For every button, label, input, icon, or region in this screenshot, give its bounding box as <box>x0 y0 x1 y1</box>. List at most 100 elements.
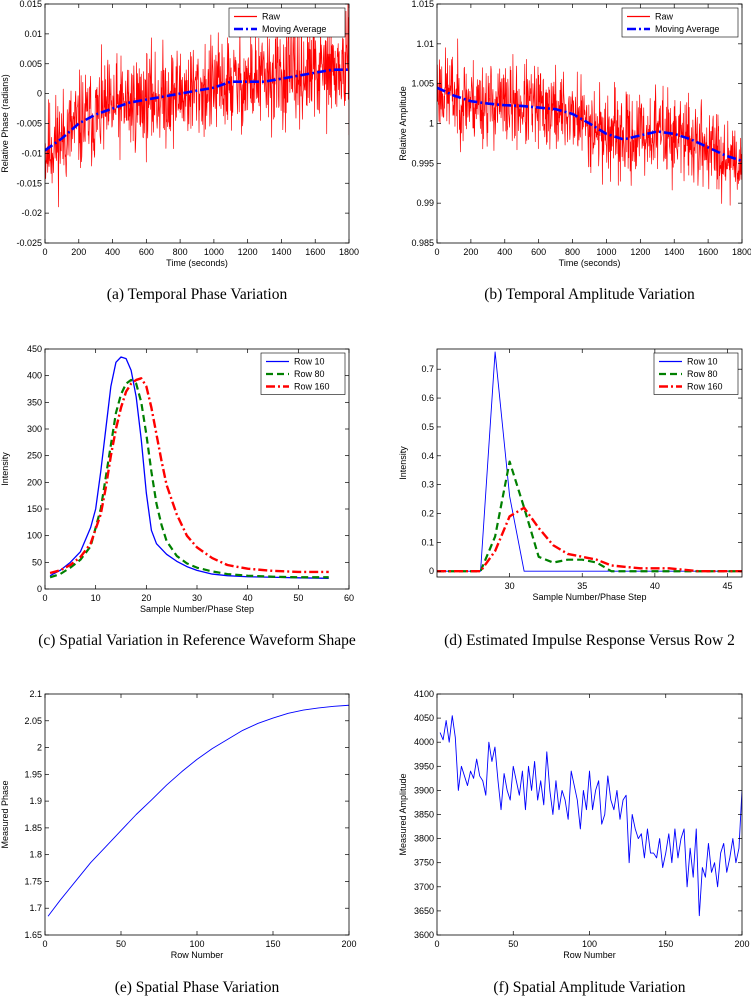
y-tick-label: 0.995 <box>411 158 434 168</box>
legend-label: Raw <box>262 12 281 22</box>
y-tick-label: 3750 <box>414 858 434 868</box>
series-group <box>437 351 742 573</box>
x-tick-label: 10 <box>91 593 101 603</box>
series-line-row-160 <box>49 377 329 575</box>
x-tick-label: 60 <box>344 593 354 603</box>
y-tick-label: 3700 <box>414 882 434 892</box>
chart-c: 0 10 20 30 40 50 60 0 50 100 150 200 250 300 350 400 450… <box>0 344 356 649</box>
legend: Row 10 Row 80 Row 160 <box>260 352 346 395</box>
series-group <box>45 4 349 208</box>
y-tick-label: 3850 <box>414 810 434 820</box>
legend-label: Moving Average <box>262 24 326 34</box>
axes-frame <box>44 3 350 244</box>
y-axis-label: Intensity <box>398 446 408 480</box>
series-group <box>439 715 742 917</box>
caption: (a) Temporal Phase Variation <box>107 286 288 303</box>
x-tick-label: 0 <box>42 939 47 949</box>
legend-label: Row 80 <box>687 369 718 379</box>
x-tick-label: 0 <box>42 593 47 603</box>
y-tick-label: 150 <box>27 504 42 514</box>
y-tick-label: 4050 <box>414 713 434 723</box>
x-tick-label: 1200 <box>238 247 258 257</box>
x-axis-label: Sample Number/Phase Step <box>532 592 646 602</box>
caption: (b) Temporal Amplitude Variation <box>484 286 695 303</box>
y-tick-label: 2 <box>37 743 42 753</box>
x-tick-label: 200 <box>463 247 478 257</box>
axes-frame <box>436 348 743 578</box>
series-line-measured-phase <box>47 704 349 917</box>
legend: Row 10 Row 80 Row 160 <box>653 352 739 395</box>
y-tick-label: -0.02 <box>21 208 42 218</box>
x-tick-label: 1200 <box>630 247 650 257</box>
legend-box <box>228 7 346 38</box>
x-tick-label: 100 <box>189 939 204 949</box>
chart-f: 0 50 100 150 200 3600 3650 3700 3750 3800 3850 3900… <box>398 689 750 996</box>
y-tick-label: 0.1 <box>421 537 434 547</box>
y-axis-label: Measured Amplitude <box>398 773 408 855</box>
y-tick-label: 1.7 <box>29 903 42 913</box>
x-tick-label: 800 <box>173 247 188 257</box>
x-tick-label: 1400 <box>664 247 684 257</box>
x-tick-label: 0 <box>434 247 439 257</box>
y-tick-label: 0 <box>37 89 42 99</box>
legend-label: Row 160 <box>294 382 330 392</box>
y-tick-label: 3650 <box>414 906 434 916</box>
chart-e: 0 50 100 150 200 1.65 1.7 1.75 1.8 1.85 1.9 1.95 2 2.… <box>0 689 357 996</box>
caption: (d) Estimated Impulse Response Versus Ro… <box>444 632 735 649</box>
legend-label: Raw <box>655 12 674 22</box>
x-tick-label: 0 <box>42 247 47 257</box>
legend-label: Row 160 <box>687 382 723 392</box>
y-tick-label: 400 <box>27 371 42 381</box>
x-tick-label: 45 <box>722 581 732 591</box>
legend-label: Row 10 <box>294 357 325 367</box>
y-tick-label: 200 <box>27 477 42 487</box>
series-line-row-160 <box>437 506 742 573</box>
series-line-raw <box>45 4 349 208</box>
x-tick-label: 30 <box>505 581 515 591</box>
y-tick-label: 1.95 <box>24 769 42 779</box>
chart-a: 0 200 400 600 800 1000 1200 1400 1600 1800 -0.025 -… <box>0 0 359 303</box>
x-tick-label: 200 <box>734 939 749 949</box>
caption: (c) Spatial Variation in Reference Wavef… <box>38 632 356 649</box>
x-axis-label: Row Number <box>563 950 616 960</box>
y-tick-label: 250 <box>27 451 42 461</box>
series-line-row-80 <box>49 378 329 579</box>
y-tick-label: 1.65 <box>24 930 42 940</box>
x-tick-label: 35 <box>577 581 587 591</box>
chart-b: 0 200 400 600 800 1000 1200 1400 1600 1800 0.985 0.… <box>398 0 751 303</box>
x-tick-label: 0 <box>434 939 439 949</box>
y-tick-label: 1.85 <box>24 823 42 833</box>
y-tick-label: -0.025 <box>16 238 42 248</box>
y-tick-label: 1.8 <box>29 850 42 860</box>
y-tick-label: 100 <box>27 531 42 541</box>
legend-label: Row 10 <box>687 357 718 367</box>
x-tick-label: 600 <box>139 247 154 257</box>
x-tick-label: 400 <box>105 247 120 257</box>
y-axis-label: Intensity <box>0 452 10 486</box>
y-tick-label: 1.015 <box>411 0 434 9</box>
x-tick-label: 1600 <box>698 247 718 257</box>
caption: (e) Spatial Phase Variation <box>115 979 280 996</box>
x-tick-label: 600 <box>531 247 546 257</box>
x-tick-label: 1800 <box>339 247 359 257</box>
y-tick-label: 300 <box>27 424 42 434</box>
y-tick-label: 0.985 <box>411 238 434 248</box>
x-tick-label: 40 <box>650 581 660 591</box>
series-line-moving-average <box>45 68 349 152</box>
series-group <box>437 38 742 206</box>
y-tick-label: 3800 <box>414 834 434 844</box>
y-tick-label: 1 <box>429 119 434 129</box>
series-line-moving-average <box>437 86 742 163</box>
series-line-measured-amplitude <box>439 715 742 917</box>
legend-box <box>621 7 739 38</box>
x-axis-label: Time (seconds) <box>559 258 621 268</box>
x-tick-label: 1600 <box>305 247 325 257</box>
x-axis-label: Row Number <box>171 950 224 960</box>
y-axis-label: Measured Phase <box>0 780 10 848</box>
y-axis-label: Relative Phase (radians) <box>0 74 10 173</box>
legend: Raw Moving Average <box>621 7 739 38</box>
y-tick-label: -0.01 <box>21 148 42 158</box>
x-tick-label: 40 <box>243 593 253 603</box>
y-tick-label: 1.9 <box>29 796 42 806</box>
x-tick-label: 1000 <box>596 247 616 257</box>
